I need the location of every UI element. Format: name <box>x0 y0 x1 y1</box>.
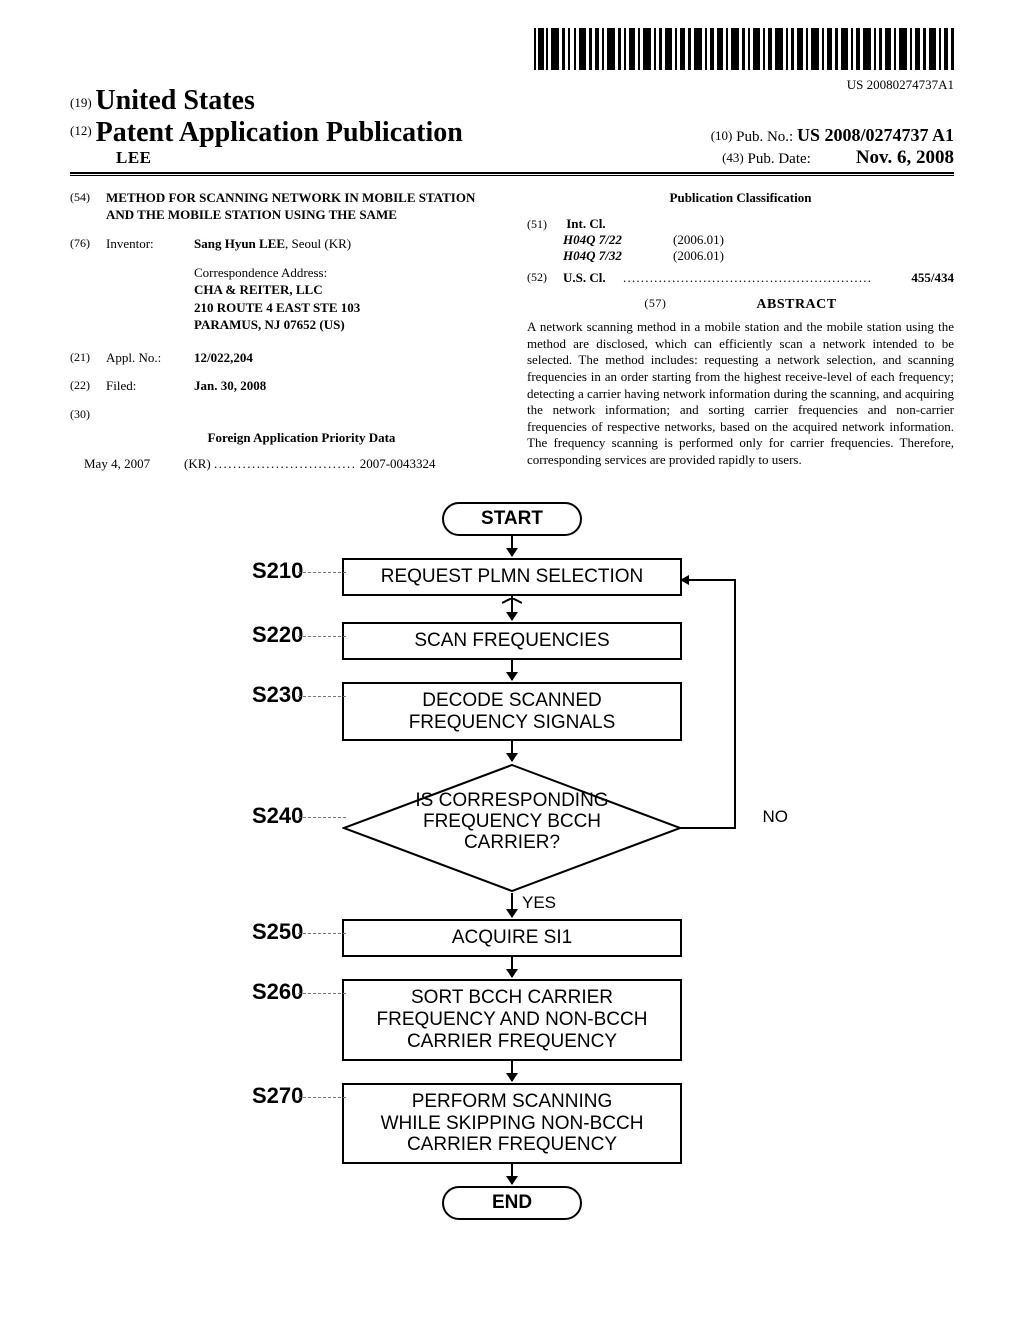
field-54-num: (54) <box>70 190 106 224</box>
step-s230: DECODE SCANNED FREQUENCY SIGNALS <box>342 682 682 742</box>
field-21-num: (21) <box>70 350 106 366</box>
decision-yes: YES <box>522 893 556 913</box>
intcl-label: Int. Cl. <box>566 216 605 231</box>
abstract-text: A network scanning method in a mobile st… <box>527 319 954 469</box>
fapd-num: 2007-0043324 <box>360 456 436 471</box>
corr-addr-label: Correspondence Address: <box>194 264 497 282</box>
field-43-num: (43) <box>722 150 744 165</box>
step-s260-tag: S260 <box>252 979 303 1005</box>
field-51-num: (51) <box>527 217 563 232</box>
intcl-code-1: H04Q 7/32 <box>563 248 673 264</box>
pub-no-label: Pub. No.: <box>736 129 793 145</box>
intcl-code-0: H04Q 7/22 <box>563 232 673 248</box>
field-19-num: (19) <box>70 95 92 110</box>
field-52-num: (52) <box>527 270 563 286</box>
field-57-num: (57) <box>644 296 666 310</box>
flow-start: START <box>442 502 582 536</box>
step-s240-tag: S240 <box>252 803 303 829</box>
biblio-columns: (54) METHOD FOR SCANNING NETWORK IN MOBI… <box>70 190 954 472</box>
step-s270: PERFORM SCANNING WHILE SKIPPING NON-BCCH… <box>342 1083 682 1165</box>
barcode-text: US 20080274737A1 <box>534 77 954 93</box>
barcode-area: US 20080274737A1 <box>534 28 954 93</box>
field-30-num: (30) <box>70 407 106 422</box>
country: United States <box>95 85 254 116</box>
barcode <box>534 28 954 70</box>
loop-join-icon <box>502 598 522 608</box>
inventor-label: Inventor: <box>106 236 194 252</box>
right-column: Publication Classification (51) Int. Cl.… <box>527 190 954 472</box>
pub-class-heading: Publication Classification <box>527 190 954 206</box>
step-s260: SORT BCCH CARRIER FREQUENCY AND NON-BCCH… <box>342 979 682 1061</box>
fapd-country: (KR) <box>184 456 211 471</box>
step-s270-tag: S270 <box>252 1083 303 1109</box>
inventor-name: Sang Hyun LEE <box>194 236 285 251</box>
field-10-num: (10) <box>711 128 733 143</box>
loop-back-line <box>680 575 750 835</box>
uscl-val: 455/434 <box>911 270 954 286</box>
decision-no: NO <box>763 807 789 827</box>
step-s250-tag: S250 <box>252 919 303 945</box>
step-s230-tag: S230 <box>252 682 303 708</box>
inventor-loc: , Seoul (KR) <box>285 236 351 251</box>
author: LEE <box>116 148 152 168</box>
addr-line-3: PARAMUS, NJ 07652 (US) <box>194 317 345 332</box>
doc-type: Patent Application Publication <box>96 117 463 148</box>
pub-date: Nov. 6, 2008 <box>856 147 954 168</box>
field-76-num: (76) <box>70 236 106 252</box>
addr-line-2: 210 ROUTE 4 EAST STE 103 <box>194 300 360 315</box>
step-s220: SCAN FREQUENCIES <box>342 622 682 660</box>
field-22-num: (22) <box>70 378 106 394</box>
uscl-label: U.S. Cl. <box>563 270 623 286</box>
flow-end: END <box>442 1186 582 1220</box>
filed-date: Jan. 30, 2008 <box>194 378 266 393</box>
step-s240-decision: IS CORRESPONDING FREQUENCY BCCH CARRIER? <box>342 763 682 893</box>
appl-no: 12/022,204 <box>194 350 253 365</box>
step-s250: ACQUIRE SI1 <box>342 919 682 957</box>
intcl-ver-1: (2006.01) <box>673 248 724 264</box>
appl-label: Appl. No.: <box>106 350 194 366</box>
rule-thick <box>70 172 954 174</box>
step-s210: REQUEST PLMN SELECTION <box>342 558 682 596</box>
addr-line-1: CHA & REITER, LLC <box>194 282 323 297</box>
left-column: (54) METHOD FOR SCANNING NETWORK IN MOBI… <box>70 190 497 472</box>
abstract-heading: ABSTRACT <box>756 297 836 312</box>
intcl-ver-0: (2006.01) <box>673 232 724 248</box>
flowchart: START S210 REQUEST PLMN SELECTION S220 S… <box>242 502 782 1220</box>
field-12-num: (12) <box>70 123 92 138</box>
invention-title: METHOD FOR SCANNING NETWORK IN MOBILE ST… <box>106 190 497 224</box>
rule-thin <box>70 175 954 176</box>
filed-label: Filed: <box>106 378 194 394</box>
pub-date-label: Pub. Date: <box>747 151 810 167</box>
fapd-date: May 4, 2007 <box>84 456 184 472</box>
pub-no: US 2008/0274737 A1 <box>797 125 954 145</box>
step-s220-tag: S220 <box>252 622 303 648</box>
header: (19) United States (12) Patent Applicati… <box>70 85 954 176</box>
fapd-heading: Foreign Application Priority Data <box>106 430 497 446</box>
step-s210-tag: S210 <box>252 558 303 584</box>
fapd-dots: .............................. <box>214 456 357 471</box>
uscl-dots: ........................................… <box>623 270 911 286</box>
